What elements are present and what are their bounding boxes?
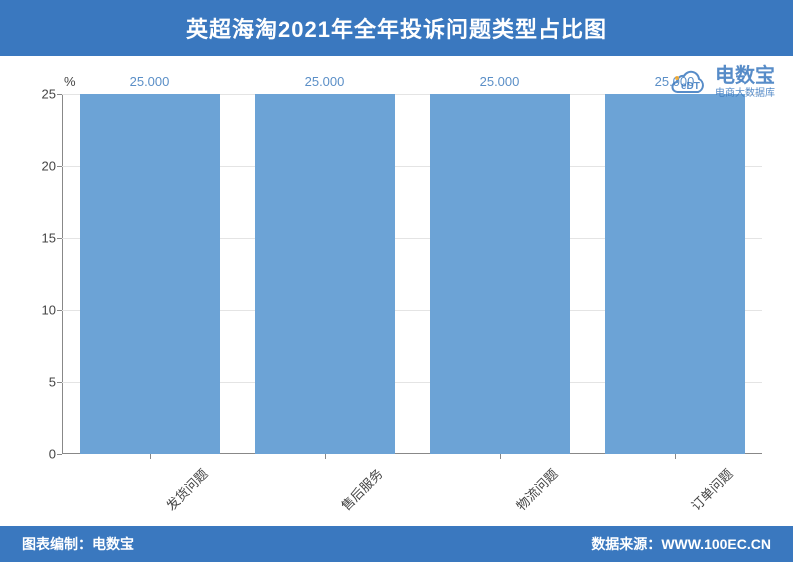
y-tick (57, 310, 62, 311)
cloud-logo-icon: eDT (667, 67, 709, 99)
x-tick (325, 454, 326, 459)
bar-value-label: 25.000 (265, 74, 385, 89)
chart-area: eDT 电数宝 电商大数据库 % 051015202525.000发货问题25.… (0, 56, 793, 526)
x-tick-label: 物流问题 (511, 464, 561, 514)
logo-edt-text: eDT (681, 81, 700, 92)
footer-left: 图表编制：电数宝 (22, 534, 134, 554)
y-tick-label: 10 (16, 303, 56, 318)
y-tick (57, 94, 62, 95)
x-tick (500, 454, 501, 459)
y-axis-unit: % (64, 74, 76, 89)
y-axis-line (62, 94, 63, 454)
footer-right-label: 数据来源： (591, 536, 661, 552)
y-tick-label: 5 (16, 375, 56, 390)
x-tick (675, 454, 676, 459)
title-bar: 英超海淘2021年全年投诉问题类型占比图 (0, 0, 793, 56)
footer-bar: 图表编制：电数宝 数据来源：WWW.100EC.CN (0, 526, 793, 562)
footer-right: 数据来源：WWW.100EC.CN (591, 534, 771, 554)
bar (255, 94, 395, 454)
footer-left-label: 图表编制： (22, 536, 92, 552)
watermark-sub: 电商大数据库 (715, 88, 775, 100)
x-tick-label: 发货问题 (161, 464, 211, 514)
plot-region: 051015202525.000发货问题25.000售后服务25.000物流问题… (62, 94, 762, 454)
y-tick (57, 382, 62, 383)
y-tick-label: 25 (16, 87, 56, 102)
y-tick-label: 0 (16, 447, 56, 462)
x-tick-label: 售后服务 (336, 464, 386, 514)
y-tick (57, 166, 62, 167)
bar-value-label: 25.000 (90, 74, 210, 89)
y-tick (57, 238, 62, 239)
x-tick-label: 订单问题 (686, 464, 736, 514)
footer-right-value: WWW.100EC.CN (661, 536, 771, 552)
bar (605, 94, 745, 454)
y-tick-label: 15 (16, 231, 56, 246)
footer-left-value: 电数宝 (92, 536, 134, 552)
y-tick-label: 20 (16, 159, 56, 174)
bar-value-label: 25.000 (440, 74, 560, 89)
watermark-logo: eDT 电数宝 电商大数据库 (667, 66, 775, 100)
bar (80, 94, 220, 454)
bar (430, 94, 570, 454)
x-tick (150, 454, 151, 459)
y-tick (57, 454, 62, 455)
watermark-main: 电数宝 (715, 66, 775, 86)
chart-title: 英超海淘2021年全年投诉问题类型占比图 (186, 12, 607, 44)
